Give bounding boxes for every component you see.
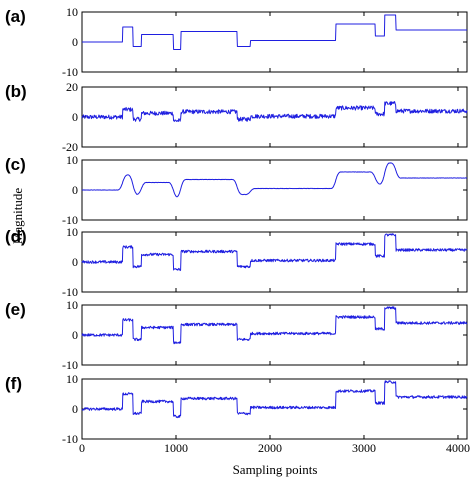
series-line bbox=[81, 162, 468, 198]
panel-label: (e) bbox=[5, 300, 26, 319]
series-line bbox=[81, 306, 468, 345]
y-tick-label: 0 bbox=[72, 402, 78, 416]
y-tick-label: -10 bbox=[62, 65, 78, 79]
panel-label: (d) bbox=[5, 227, 27, 246]
series-line bbox=[82, 14, 467, 50]
x-tick-label: 4000 bbox=[446, 441, 470, 455]
x-tick-label: 1000 bbox=[164, 441, 188, 455]
y-axis-title: Magnitude bbox=[10, 188, 25, 245]
panel-label: (c) bbox=[5, 155, 26, 174]
y-tick-label: -10 bbox=[62, 285, 78, 299]
panel-e: (e) 10 0 -10 bbox=[5, 298, 468, 372]
panel-label: (a) bbox=[5, 7, 26, 26]
panel-c: (c) 10 0 -10 bbox=[5, 153, 468, 227]
y-tick-label: 10 bbox=[66, 225, 78, 239]
y-tick-label: -10 bbox=[62, 358, 78, 372]
plot-frame bbox=[81, 11, 468, 73]
y-tick-label: -10 bbox=[62, 432, 78, 446]
panel-d: (d) 10 0 -10 bbox=[5, 225, 468, 299]
y-tick-label: -10 bbox=[62, 213, 78, 227]
x-tick-label: 2000 bbox=[258, 441, 282, 455]
series-line bbox=[81, 233, 468, 272]
y-tick-label: 10 bbox=[66, 298, 78, 312]
y-tick-label: 10 bbox=[66, 5, 78, 19]
panel-a: (a) 10 0 -10 bbox=[5, 5, 468, 79]
y-tick-label: -20 bbox=[62, 140, 78, 154]
y-tick-label: 0 bbox=[72, 328, 78, 342]
series-line bbox=[81, 101, 468, 122]
panel-f: (f) 100-100 1000 2000 3000 4000 bbox=[5, 372, 470, 455]
panel-label: (b) bbox=[5, 82, 27, 101]
panel-b: (b) 20 0 -20 bbox=[5, 80, 468, 154]
plot-frame bbox=[81, 304, 468, 366]
x-axis-title: Sampling points bbox=[233, 462, 318, 477]
y-tick-label: 0 bbox=[72, 110, 78, 124]
y-tick-label: 0 bbox=[72, 183, 78, 197]
y-tick-label: 10 bbox=[66, 153, 78, 167]
panel-label: (f) bbox=[5, 374, 22, 393]
series-line bbox=[81, 380, 468, 419]
y-tick-label: 20 bbox=[66, 80, 78, 94]
plot-frame bbox=[81, 231, 468, 293]
x-tick-label: 0 bbox=[79, 441, 85, 455]
y-tick-label: 0 bbox=[72, 35, 78, 49]
plot-frame bbox=[81, 159, 468, 221]
y-tick-label: 0 bbox=[72, 255, 78, 269]
y-tick-label: 10 bbox=[66, 372, 78, 386]
x-tick-label: 3000 bbox=[352, 441, 376, 455]
